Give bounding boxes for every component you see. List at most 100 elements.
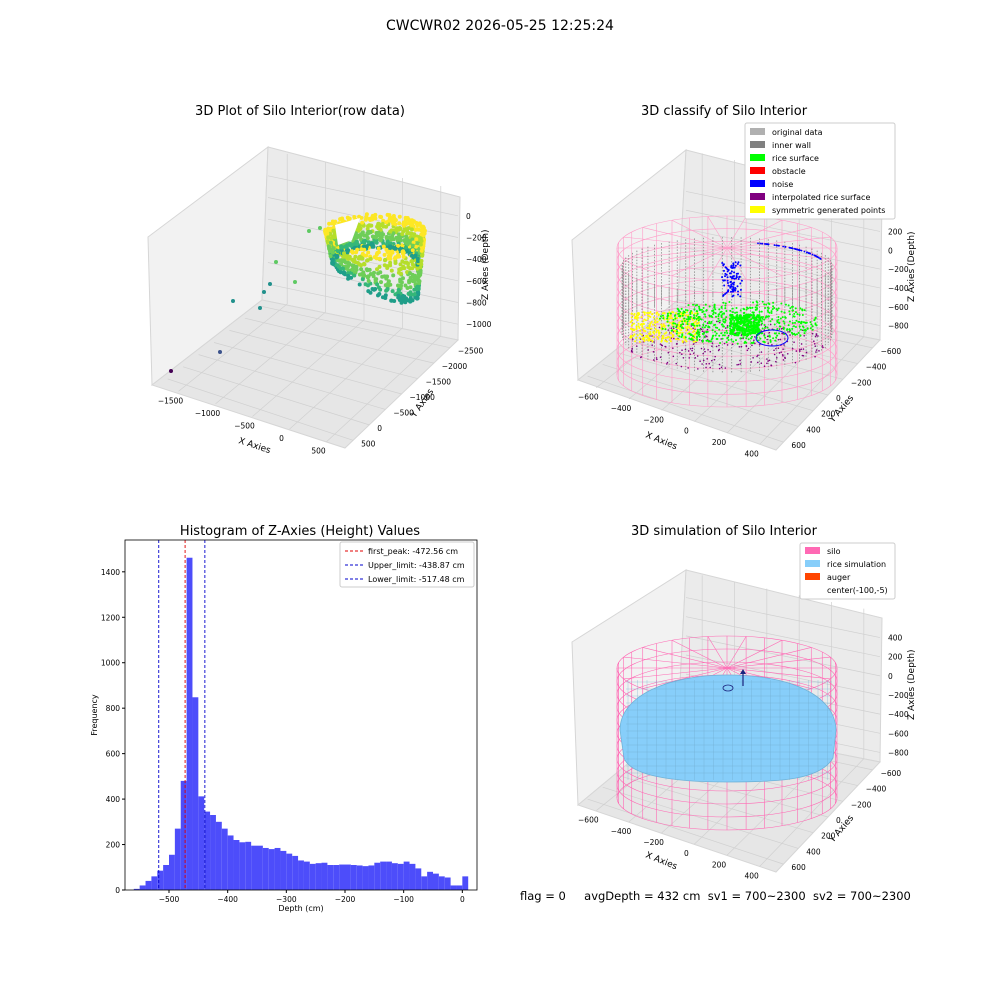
rice-surface-point: [766, 326, 769, 329]
rice-surface-point: [729, 327, 732, 330]
panel3-histogram[interactable]: −500 −400 −300 −200 −100 0 0 200 400 600 800 1000 1…: [0, 500, 500, 1000]
histogram-bar: [427, 871, 433, 890]
symmetric-point: [635, 325, 638, 328]
panel4-3d-simulation[interactable]: −600−400−20002004006004002000−200−400−60…: [500, 500, 1000, 1000]
rice-surface-point: [693, 308, 696, 311]
histogram-bar: [192, 697, 199, 890]
x-tick-label: 200: [712, 860, 727, 869]
rice-surface-point: [688, 318, 691, 321]
rice-surface-point: [726, 326, 729, 329]
symmetric-point: [642, 322, 645, 325]
interpolated-point: [780, 351, 782, 353]
symmetric-point: [681, 340, 684, 343]
noise-point: [723, 279, 726, 282]
histogram-bar: [198, 796, 205, 890]
panel4-legend: silo rice simulation auger center(-100,-5): [799, 542, 896, 600]
rice-surface-point: [724, 318, 727, 321]
noise-point: [737, 277, 740, 280]
histogram-bar: [444, 877, 451, 890]
rice-surface-point: [769, 339, 772, 342]
rice-surface-point: [723, 321, 726, 324]
interpolated-point: [751, 344, 753, 347]
rice-surface-point: [788, 328, 791, 331]
rice-surface-point: [703, 326, 706, 329]
symmetric-point: [644, 330, 647, 333]
rice-surface-point: [749, 313, 753, 317]
rice-surface-point: [659, 317, 662, 320]
interpolated-point: [687, 367, 689, 369]
interpolated-point: [700, 347, 703, 350]
symmetric-point: [634, 340, 637, 343]
symmetric-point: [633, 313, 636, 316]
rice-surface-point: [698, 324, 701, 327]
symmetric-point: [633, 316, 636, 319]
histogram-bar: [321, 862, 328, 890]
histogram-bar: [450, 885, 457, 890]
rice-surface-point: [705, 324, 708, 327]
interpolated-point: [777, 338, 780, 341]
interpolated-point: [789, 334, 791, 336]
interpolated-point: [753, 336, 756, 338]
rice-surface-point: [683, 319, 686, 322]
symmetric-point: [675, 337, 678, 340]
interpolated-point: [771, 343, 773, 346]
rice-surface-point: [754, 306, 757, 309]
histogram-bar: [245, 841, 252, 890]
legend-label: center(-100,-5): [827, 586, 888, 595]
y-tick-label: 400: [806, 425, 821, 434]
interpolated-point: [727, 334, 730, 337]
interpolated-point: [746, 349, 749, 352]
legend-label: rice simulation: [827, 560, 886, 569]
symmetric-point: [652, 323, 655, 326]
interpolated-point: [766, 358, 768, 360]
noise-point: [816, 255, 819, 258]
rice-surface-point: [722, 334, 725, 337]
noise-ring: [755, 329, 789, 347]
noise-point: [734, 289, 737, 292]
rice-surface-point: [725, 309, 728, 312]
silo-spoke: [642, 667, 728, 689]
symmetric-point: [648, 324, 651, 327]
y-tick-label: 0: [836, 394, 841, 403]
data-point: [360, 251, 365, 256]
data-point: [404, 234, 409, 239]
rice-surface-point: [704, 315, 707, 318]
symmetric-point: [670, 332, 673, 335]
y-tick-label: 200: [106, 841, 121, 850]
rice-surface-point: [676, 308, 679, 311]
panel1-3d-scatter[interactable]: −1500−1000−50005005000−500−1000−1500−200…: [0, 0, 500, 500]
histogram-bar: [333, 865, 340, 890]
rice-surface-point: [788, 313, 791, 316]
y-tick-label: 0: [836, 816, 841, 825]
rice-surface-point: [712, 311, 715, 314]
rice-surface-point: [802, 321, 805, 324]
rice-surface-point: [729, 309, 732, 312]
symmetric-point: [664, 339, 667, 342]
rice-surface-point: [717, 315, 720, 318]
symmetric-point: [633, 333, 636, 336]
data-point: [274, 260, 278, 264]
z-tick-label: −800: [466, 299, 487, 308]
grid-line: [183, 366, 370, 426]
interpolated-point: [773, 353, 776, 356]
noise-point: [737, 261, 740, 264]
symmetric-point: [697, 321, 700, 324]
noise-point: [724, 272, 727, 275]
grid-line: [587, 375, 784, 443]
interpolated-point: [708, 362, 711, 365]
noise-point: [736, 285, 739, 288]
data-point: [387, 249, 392, 254]
y-tick-label: −600: [881, 347, 902, 356]
interpolated-point: [787, 331, 789, 333]
x-tick-label: −1500: [158, 396, 184, 405]
noise-point: [732, 286, 735, 289]
panel2-3d-classify[interactable]: −600−400−20002004006004002000−200−400−60…: [500, 0, 1000, 500]
grid-line: [267, 175, 459, 217]
interpolated-point: [769, 323, 772, 326]
interpolated-point: [780, 327, 783, 330]
interpolated-point: [753, 339, 755, 342]
rice-surface-point: [696, 310, 699, 313]
interpolated-point: [703, 348, 706, 350]
legend-label: noise: [772, 180, 793, 189]
silo-spoke: [726, 247, 783, 276]
